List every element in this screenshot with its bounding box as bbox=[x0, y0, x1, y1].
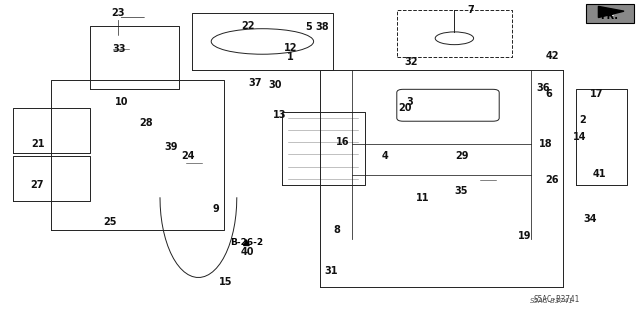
Text: 8: 8 bbox=[334, 225, 340, 235]
Text: 21: 21 bbox=[31, 138, 45, 149]
Text: 2: 2 bbox=[579, 115, 586, 125]
Text: 40: 40 bbox=[241, 247, 255, 257]
Text: FR.: FR. bbox=[598, 9, 614, 18]
Text: 15: 15 bbox=[219, 277, 233, 287]
Text: 7: 7 bbox=[467, 4, 474, 15]
Text: 37: 37 bbox=[248, 78, 262, 88]
Text: 16: 16 bbox=[335, 137, 349, 147]
Text: 41: 41 bbox=[593, 169, 607, 179]
Text: 3: 3 bbox=[406, 97, 413, 107]
Text: 5: 5 bbox=[305, 22, 312, 32]
Text: 26: 26 bbox=[545, 175, 559, 185]
Text: 29: 29 bbox=[455, 151, 469, 161]
Text: 11: 11 bbox=[415, 193, 429, 203]
Text: 10: 10 bbox=[115, 97, 129, 107]
Text: 19: 19 bbox=[518, 231, 532, 241]
FancyBboxPatch shape bbox=[586, 4, 634, 23]
Text: 25: 25 bbox=[103, 217, 117, 227]
Text: 32: 32 bbox=[404, 57, 418, 67]
Text: 34: 34 bbox=[583, 213, 597, 224]
Text: 28: 28 bbox=[139, 118, 153, 128]
Text: 14: 14 bbox=[572, 132, 586, 142]
Text: 42: 42 bbox=[545, 51, 559, 61]
Text: 36: 36 bbox=[536, 83, 550, 93]
Text: 23: 23 bbox=[111, 8, 125, 18]
Text: 22: 22 bbox=[241, 20, 255, 31]
Text: 24: 24 bbox=[180, 151, 195, 161]
Polygon shape bbox=[598, 6, 624, 18]
Text: FR.: FR. bbox=[600, 11, 618, 21]
Text: 30: 30 bbox=[268, 79, 282, 90]
Text: 9: 9 bbox=[212, 204, 219, 214]
Text: 31: 31 bbox=[324, 266, 339, 276]
Text: 12: 12 bbox=[284, 43, 298, 53]
Text: 17: 17 bbox=[589, 89, 604, 99]
Text: 18: 18 bbox=[538, 138, 552, 149]
Text: 39: 39 bbox=[164, 142, 178, 152]
Text: 27: 27 bbox=[30, 180, 44, 190]
Text: 1: 1 bbox=[287, 52, 293, 63]
Text: 33: 33 bbox=[112, 44, 126, 55]
Text: 38: 38 bbox=[315, 22, 329, 32]
Text: 4: 4 bbox=[382, 151, 388, 161]
Text: 35: 35 bbox=[454, 186, 468, 197]
Text: B-26-2: B-26-2 bbox=[230, 238, 263, 247]
Text: 13: 13 bbox=[273, 110, 287, 120]
Text: 20: 20 bbox=[398, 103, 412, 114]
Text: S5AC-B3741: S5AC-B3741 bbox=[530, 299, 573, 304]
Text: 6: 6 bbox=[546, 89, 552, 99]
Text: S5AC-B3741: S5AC-B3741 bbox=[534, 295, 580, 304]
